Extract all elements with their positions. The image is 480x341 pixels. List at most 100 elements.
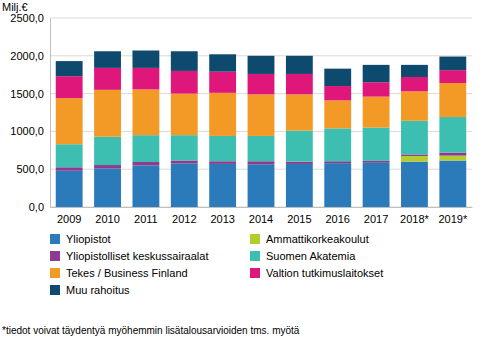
bar-segment	[94, 90, 121, 137]
legend-item: Suomen Akatemia	[250, 250, 356, 262]
grid-line	[50, 18, 472, 19]
x-tick-label: 2014	[249, 213, 273, 225]
legend-swatch	[50, 285, 60, 295]
bar-segment	[324, 128, 351, 161]
bar-segment	[209, 164, 236, 207]
y-tick-label: 2000,0	[10, 50, 44, 62]
x-tick-label: 2019*	[438, 213, 467, 225]
footnote: *tiedot voivat täydentyä myöhemmin lisät…	[2, 325, 300, 336]
x-tick-label: 2015	[287, 213, 311, 225]
legend-item: Tekes / Business Finland	[50, 267, 188, 279]
bar-segment	[286, 162, 313, 164]
x-tick-label: 2013	[210, 213, 234, 225]
y-axis: 0,0 500,0 1000,0 1500,0 2000,0 2500,0	[10, 12, 50, 213]
bar-segment	[209, 72, 236, 93]
bar-segment	[171, 161, 198, 164]
grid	[50, 18, 472, 207]
bar-segment	[171, 135, 198, 160]
bar-segment	[248, 94, 275, 136]
bar-segment	[401, 154, 428, 156]
bar-segment	[401, 65, 428, 77]
bar-segment	[171, 71, 198, 94]
bar-segment	[132, 165, 159, 207]
bar-segment	[324, 161, 351, 163]
bar-segment	[401, 156, 428, 162]
bar-segment	[363, 82, 390, 96]
x-tick: 2016	[325, 207, 349, 225]
x-tick-label: 2011	[134, 213, 158, 225]
x-tick: 2014	[249, 207, 273, 225]
bar-segment	[363, 65, 390, 82]
legend-swatch	[50, 234, 60, 244]
bar-segment	[286, 164, 313, 207]
bar-segment	[401, 162, 428, 207]
x-tick-label: 2009	[57, 213, 81, 225]
x-tick: 2019*	[438, 207, 467, 225]
x-axis: 2009 2010 2011 2012 2013 2014 2015 2016 2017 2018…	[51, 207, 473, 225]
bars	[56, 51, 466, 207]
bar-segment	[286, 131, 313, 162]
bar-segment	[248, 161, 275, 164]
bar-segment	[56, 167, 83, 170]
legend-item: Valtion tutkimuslaitokset	[250, 267, 383, 279]
bar-segment	[401, 91, 428, 120]
y-tick-label: 1000,0	[10, 125, 44, 137]
y-tick: 1500,0	[10, 88, 50, 100]
chart: 0,0 500,0 1000,0 1500,0 2000,0 2500,0 2009 2010…	[0, 0, 480, 341]
y-axis-title: Milj.€	[2, 1, 28, 13]
bar-segment	[248, 74, 275, 94]
x-tick: 2010	[95, 207, 119, 225]
bar-segment	[401, 121, 428, 155]
bar-segment	[171, 51, 198, 71]
bar-segment	[94, 51, 121, 68]
x-tick-label: 2018*	[400, 213, 429, 225]
bar-segment	[56, 61, 83, 76]
x-tick-label: 2012	[172, 213, 196, 225]
x-tick: 2017	[364, 207, 388, 225]
bar-segment	[56, 171, 83, 207]
bar-segment	[56, 98, 83, 144]
x-tick-label: 2010	[95, 213, 119, 225]
legend-swatch	[50, 251, 60, 261]
bar-segment	[209, 136, 236, 161]
bar-segment	[439, 57, 466, 71]
x-tick: 2012	[172, 207, 196, 225]
legend-label: Suomen Akatemia	[266, 250, 356, 262]
bar-segment	[56, 144, 83, 167]
bar-segment	[132, 68, 159, 90]
y-tick-label: 500,0	[16, 163, 44, 175]
y-tick: 2000,0	[10, 50, 50, 62]
legend-label: Yliopistot	[66, 233, 111, 245]
y-tick: 500,0	[16, 163, 50, 175]
bar-segment	[132, 162, 159, 165]
bar-segment	[363, 161, 390, 163]
legend-swatch	[50, 268, 60, 278]
legend-item: Yliopistot	[50, 233, 111, 245]
bar-segment	[209, 161, 236, 164]
x-tick-label: 2017	[364, 213, 388, 225]
bar-segment	[209, 54, 236, 71]
x-tick: 2011	[134, 207, 158, 225]
bar-segment	[439, 153, 466, 156]
x-tick: 2009	[57, 207, 81, 225]
bar-segment	[94, 137, 121, 165]
x-tick: 2015	[287, 207, 311, 225]
bar-segment	[324, 69, 351, 86]
legend-item: Ammattikorkeakoulut	[250, 233, 369, 245]
y-tick-label: 2500,0	[10, 12, 44, 24]
bar-segment	[324, 100, 351, 128]
bar-segment	[94, 68, 121, 90]
bar-segment	[439, 83, 466, 117]
legend-label: Valtion tutkimuslaitokset	[266, 267, 383, 279]
y-tick: 0,0	[29, 201, 50, 213]
bar-segment	[171, 164, 198, 207]
bar-segment	[248, 164, 275, 207]
bar-segment	[324, 86, 351, 100]
legend-swatch	[250, 268, 260, 278]
bar-segment	[94, 168, 121, 207]
x-tick-label: 2016	[325, 213, 349, 225]
legend-item: Muu rahoitus	[50, 284, 130, 296]
bar-segment	[439, 161, 466, 207]
legend-label: Yliopistolliset keskussairaalat	[66, 250, 208, 262]
x-tick: 2013	[210, 207, 234, 225]
